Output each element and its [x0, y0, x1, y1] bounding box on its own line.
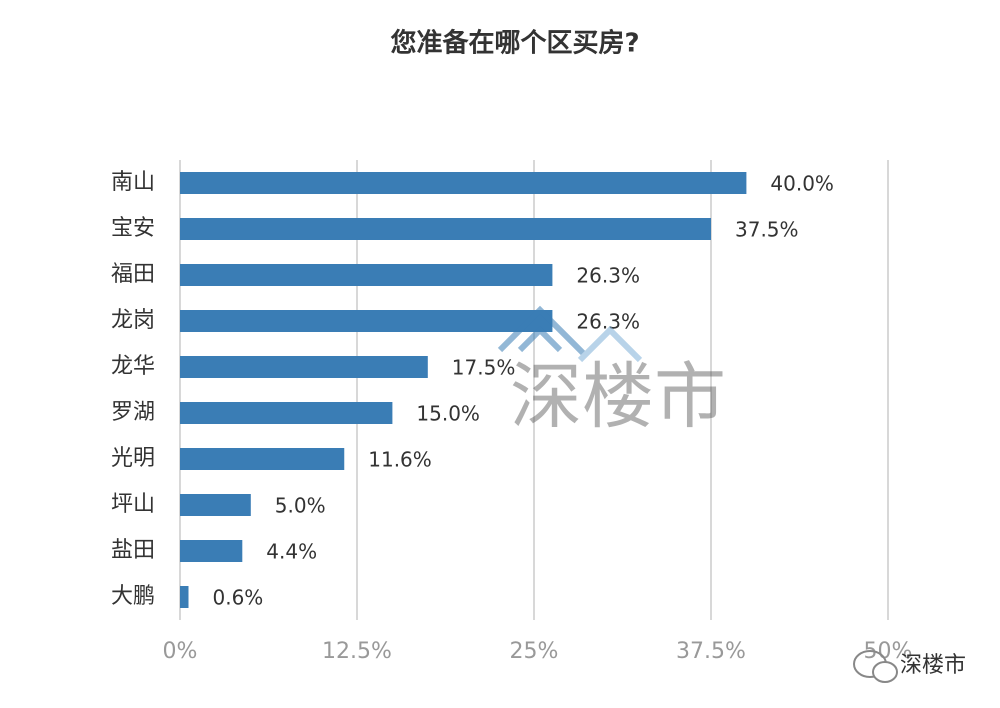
y-tick-label: 南山	[111, 170, 155, 195]
x-tick-label: 0%	[163, 639, 198, 664]
bar	[180, 494, 251, 516]
watermark-logo	[497, 305, 643, 363]
bar	[180, 402, 393, 424]
bar	[180, 218, 711, 240]
bar	[180, 264, 553, 286]
bar	[180, 172, 747, 194]
bar	[180, 310, 553, 332]
y-tick-label: 龙华	[111, 354, 155, 379]
chart-title: 您准备在哪个区买房?	[390, 28, 639, 59]
value-label: 26.3%	[576, 264, 640, 288]
bar	[180, 356, 428, 378]
y-tick-label: 光明	[111, 446, 155, 471]
y-tick-label: 宝安	[111, 216, 155, 241]
watermark: 深楼市	[510, 355, 726, 439]
y-tick-label: 龙岗	[111, 308, 155, 333]
y-tick-label: 盐田	[111, 538, 155, 563]
value-label: 5.0%	[275, 494, 326, 518]
y-tick-label: 大鹏	[111, 584, 155, 609]
x-tick-label: 12.5%	[322, 639, 392, 664]
y-tick-label: 罗湖	[111, 400, 155, 425]
value-label: 37.5%	[735, 218, 799, 242]
bar	[180, 540, 243, 562]
x-tick-label: 25%	[510, 639, 559, 664]
value-label: 17.5%	[452, 356, 516, 380]
source-label: 深楼市	[900, 653, 966, 678]
x-tick-label: 37.5%	[676, 639, 746, 664]
bar	[180, 448, 345, 470]
value-label: 0.6%	[212, 586, 263, 610]
value-label: 40.0%	[770, 172, 834, 196]
bar	[180, 586, 189, 608]
value-label: 15.0%	[416, 402, 480, 426]
value-label: 4.4%	[266, 540, 317, 564]
y-tick-label: 福田	[111, 262, 155, 287]
source-logo	[853, 650, 898, 683]
value-label: 11.6%	[368, 448, 432, 472]
y-tick-label: 坪山	[111, 492, 155, 517]
